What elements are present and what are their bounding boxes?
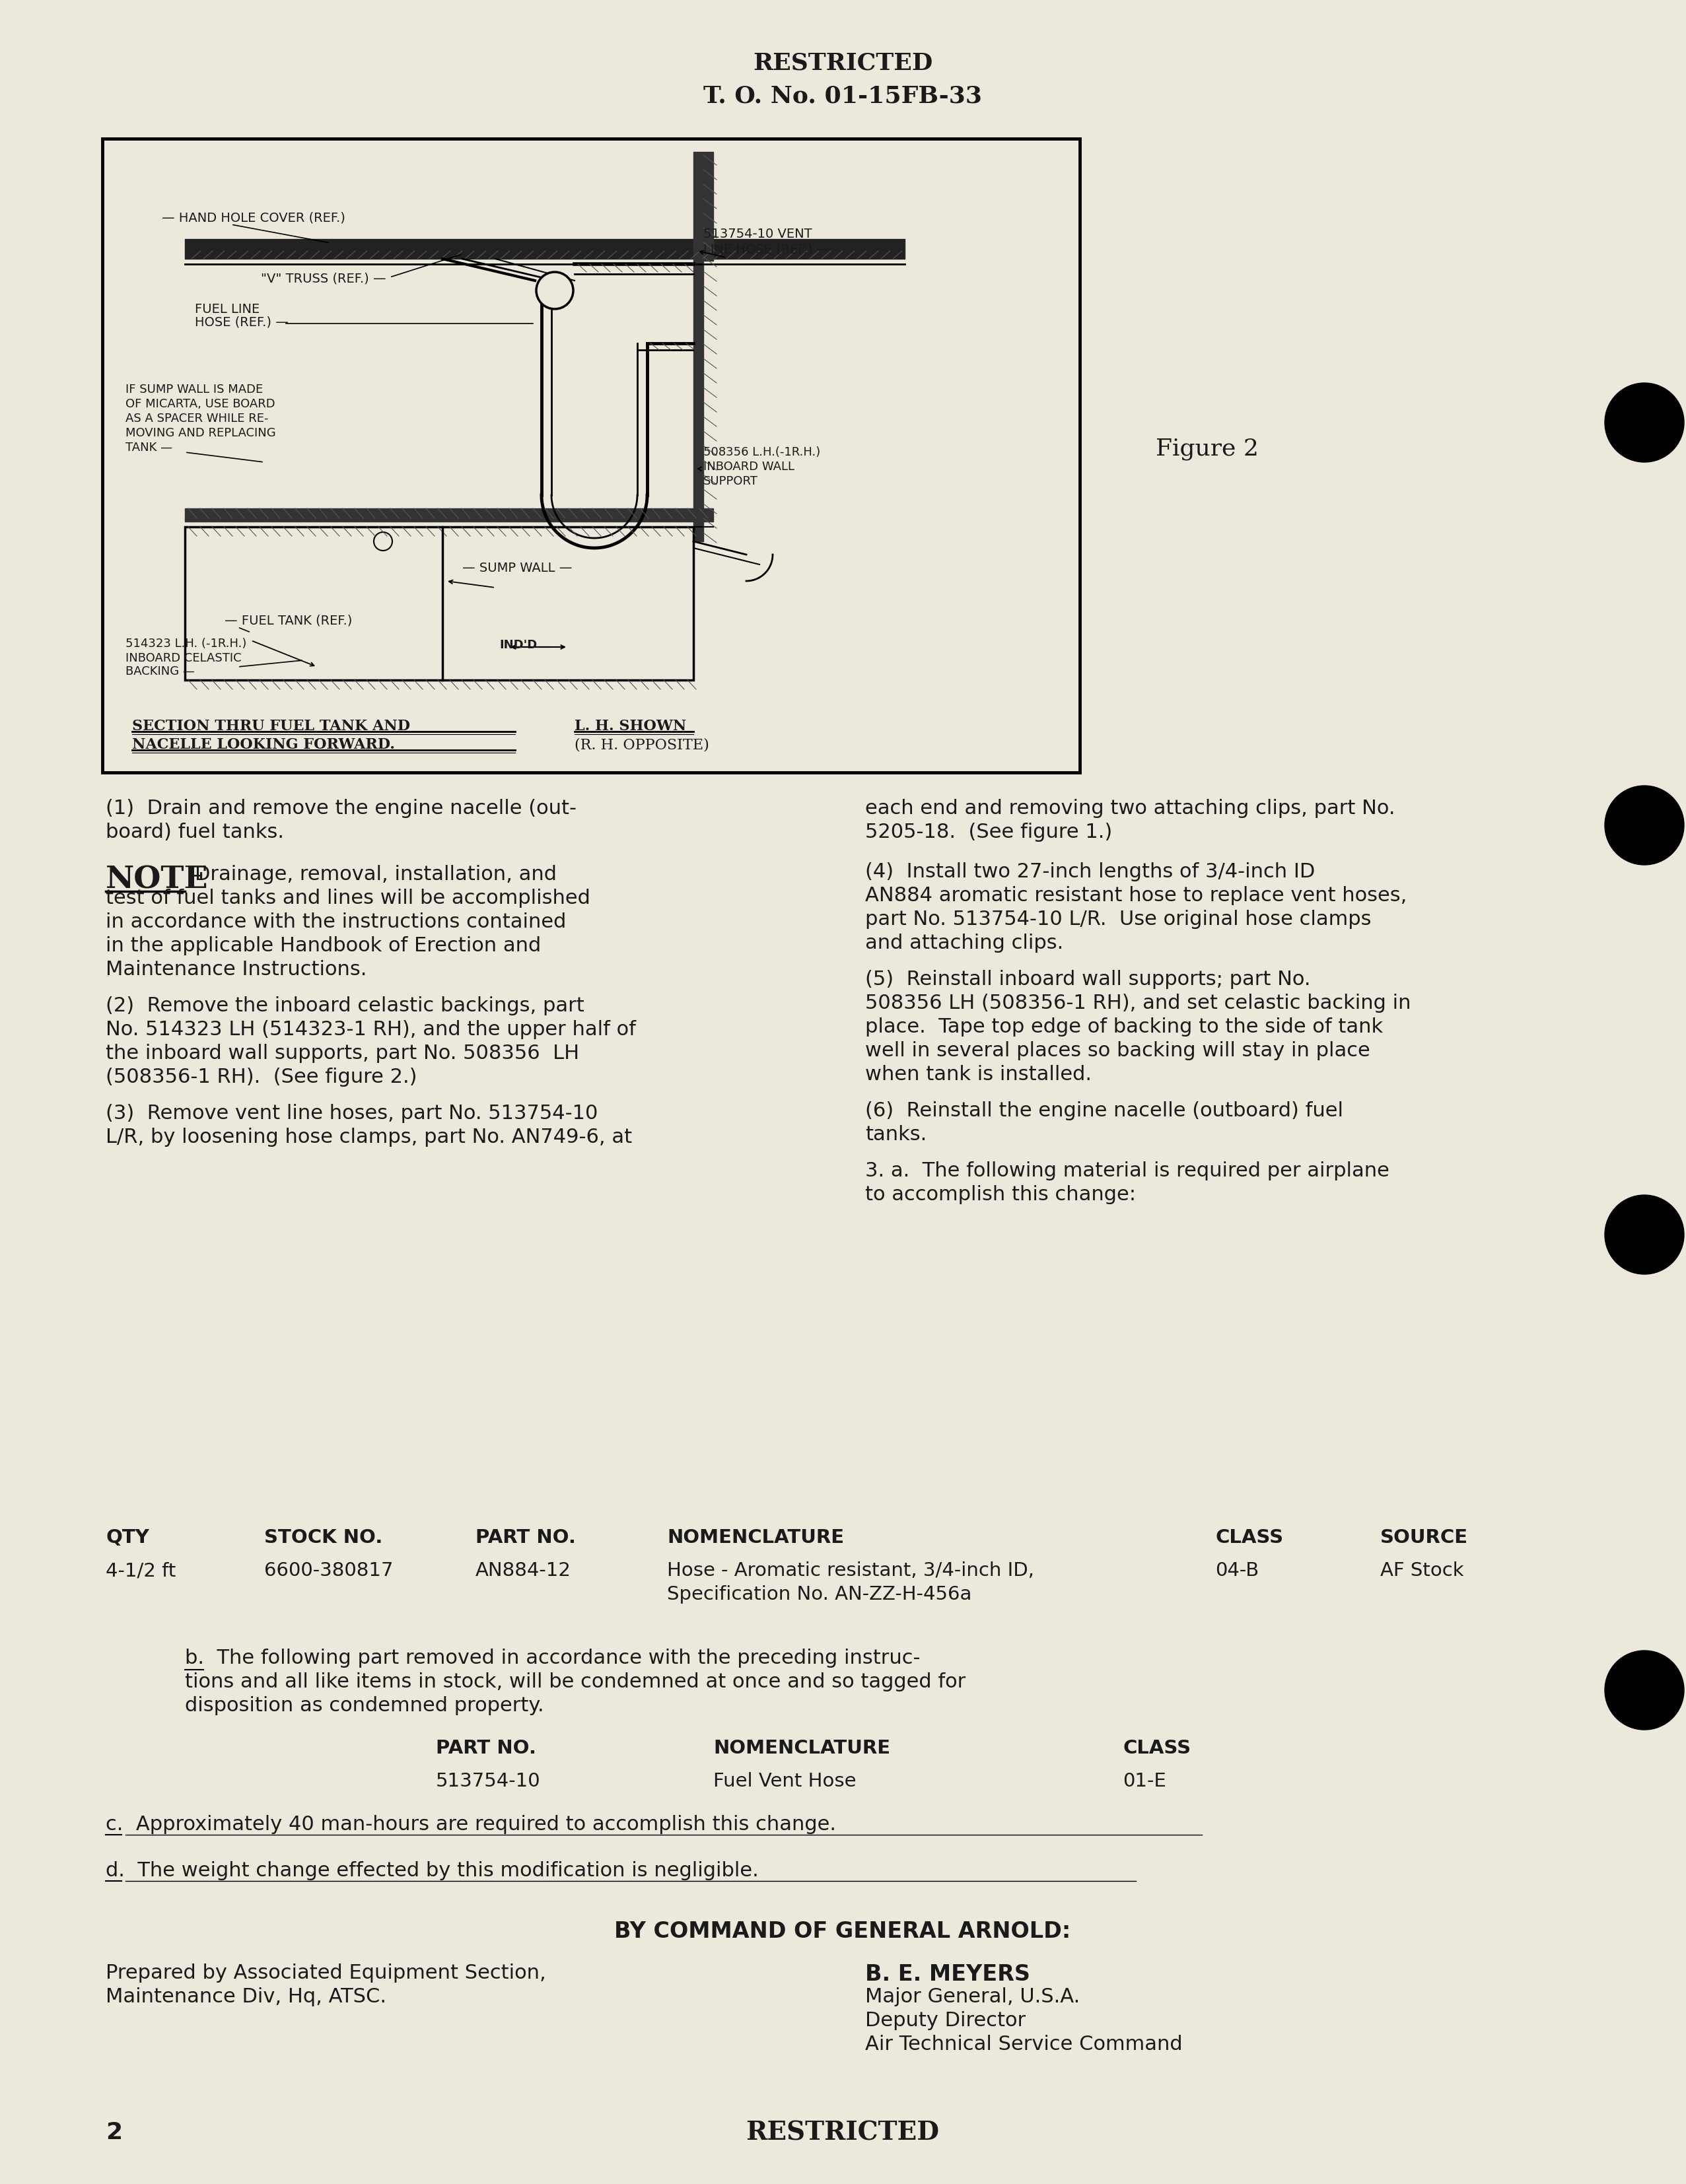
Text: board) fuel tanks.: board) fuel tanks. [106, 823, 283, 841]
Text: "V" TRUSS (REF.) —: "V" TRUSS (REF.) — [261, 273, 386, 284]
Text: QTY: QTY [106, 1529, 148, 1546]
Text: Prepared by Associated Equipment Section,: Prepared by Associated Equipment Section… [106, 1963, 546, 1983]
Text: PART NO.: PART NO. [437, 1738, 536, 1758]
Text: 4-1/2 ft: 4-1/2 ft [106, 1562, 175, 1579]
Text: RESTRICTED: RESTRICTED [745, 2121, 939, 2145]
Text: (3)  Remove vent line hoses, part No. 513754-10: (3) Remove vent line hoses, part No. 513… [106, 1103, 599, 1123]
Text: d.  The weight change effected by this modification is negligible.: d. The weight change effected by this mo… [106, 1861, 759, 1880]
Text: 508356 L.H.(-1R.H.): 508356 L.H.(-1R.H.) [703, 446, 821, 459]
Text: Figure 2: Figure 2 [1155, 437, 1259, 461]
Text: NACELLE LOOKING FORWARD.: NACELLE LOOKING FORWARD. [132, 738, 395, 751]
Text: IF SUMP WALL IS MADE: IF SUMP WALL IS MADE [125, 384, 263, 395]
Text: T. O. No. 01-15FB-33: T. O. No. 01-15FB-33 [703, 85, 981, 107]
Text: 6600-380817: 6600-380817 [265, 1562, 393, 1579]
Text: SECTION THRU FUEL TANK AND: SECTION THRU FUEL TANK AND [132, 719, 410, 734]
Text: Maintenance Div, Hq, ATSC.: Maintenance Div, Hq, ATSC. [106, 1987, 386, 2007]
Text: AN884-12: AN884-12 [475, 1562, 572, 1579]
Text: well in several places so backing will stay in place: well in several places so backing will s… [865, 1042, 1371, 1059]
Text: each end and removing two attaching clips, part No.: each end and removing two attaching clip… [865, 799, 1394, 819]
Text: Deputy Director: Deputy Director [865, 2011, 1025, 2031]
Circle shape [1605, 382, 1684, 463]
Text: AS A SPACER WHILE RE-: AS A SPACER WHILE RE- [125, 413, 268, 424]
Text: in accordance with the instructions contained: in accordance with the instructions cont… [106, 913, 566, 933]
Text: (1)  Drain and remove the engine nacelle (out-: (1) Drain and remove the engine nacelle … [106, 799, 577, 819]
Circle shape [1605, 786, 1684, 865]
Text: (4)  Install two 27-inch lengths of 3/4-inch ID: (4) Install two 27-inch lengths of 3/4-i… [865, 863, 1315, 882]
Text: PART NO.: PART NO. [475, 1529, 577, 1546]
Text: c.  Approximately 40 man-hours are required to accomplish this change.: c. Approximately 40 man-hours are requir… [106, 1815, 836, 1835]
Text: Major General, U.S.A.: Major General, U.S.A. [865, 1987, 1081, 2007]
Text: L. H. SHOWN: L. H. SHOWN [575, 719, 686, 734]
Text: when tank is installed.: when tank is installed. [865, 1066, 1091, 1083]
Text: L/R, by loosening hose clamps, part No. AN749-6, at: L/R, by loosening hose clamps, part No. … [106, 1127, 632, 1147]
Text: MOVING AND REPLACING: MOVING AND REPLACING [125, 428, 277, 439]
Text: (2)  Remove the inboard celastic backings, part: (2) Remove the inboard celastic backings… [106, 996, 585, 1016]
Text: SUPPORT: SUPPORT [703, 476, 759, 487]
Text: RESTRICTED: RESTRICTED [752, 52, 932, 74]
Text: (508356-1 RH).  (See figure 2.): (508356-1 RH). (See figure 2.) [106, 1068, 416, 1088]
Text: (5)  Reinstall inboard wall supports; part No.: (5) Reinstall inboard wall supports; par… [865, 970, 1310, 989]
Text: disposition as condemned property.: disposition as condemned property. [185, 1697, 545, 1714]
Text: — SUMP WALL —: — SUMP WALL — [462, 561, 572, 574]
Text: the inboard wall supports, part No. 508356  LH: the inboard wall supports, part No. 5083… [106, 1044, 580, 1064]
Circle shape [536, 273, 573, 308]
Bar [185, 526, 693, 679]
Text: CLASS: CLASS [1216, 1529, 1283, 1546]
Text: NOMENCLATURE: NOMENCLATURE [713, 1738, 890, 1758]
Bar [103, 138, 1079, 773]
Text: 5205-18.  (See figure 1.): 5205-18. (See figure 1.) [865, 823, 1113, 841]
Circle shape [1605, 1651, 1684, 1730]
Text: Specification No. AN-ZZ-H-456a: Specification No. AN-ZZ-H-456a [668, 1586, 971, 1603]
Text: IND'D: IND'D [499, 640, 538, 651]
Text: STOCK NO.: STOCK NO. [265, 1529, 383, 1546]
Text: BY COMMAND OF GENERAL ARNOLD:: BY COMMAND OF GENERAL ARNOLD: [614, 1920, 1071, 1942]
Text: B. E. MEYERS: B. E. MEYERS [865, 1963, 1030, 1985]
Text: — FUEL TANK (REF.): — FUEL TANK (REF.) [224, 614, 352, 627]
Text: TANK —: TANK — [125, 441, 172, 454]
Text: HOSE (REF.) —: HOSE (REF.) — [196, 317, 288, 328]
Text: b.  The following part removed in accordance with the preceding instruc-: b. The following part removed in accorda… [185, 1649, 921, 1669]
Text: 04-B: 04-B [1216, 1562, 1259, 1579]
Text: OF MICARTA, USE BOARD: OF MICARTA, USE BOARD [125, 397, 275, 411]
Text: CLASS: CLASS [1123, 1738, 1190, 1758]
Text: (R. H. OPPOSITE): (R. H. OPPOSITE) [575, 738, 710, 751]
Text: Air Technical Service Command: Air Technical Service Command [865, 2035, 1182, 2053]
Text: Drainage, removal, installation, and: Drainage, removal, installation, and [196, 865, 556, 885]
Text: BACKING —: BACKING — [125, 666, 196, 677]
Text: 01-E: 01-E [1123, 1771, 1167, 1791]
Text: NOMENCLATURE: NOMENCLATURE [668, 1529, 845, 1546]
Text: LINE HOSE (REF.) —: LINE HOSE (REF.) — [703, 242, 830, 256]
Text: Maintenance Instructions.: Maintenance Instructions. [106, 961, 368, 978]
Text: AF Stock: AF Stock [1381, 1562, 1463, 1579]
Text: 513754-10: 513754-10 [437, 1771, 541, 1791]
Text: test of fuel tanks and lines will be accomplished: test of fuel tanks and lines will be acc… [106, 889, 590, 909]
Text: part No. 513754-10 L/R.  Use original hose clamps: part No. 513754-10 L/R. Use original hos… [865, 911, 1371, 928]
Text: 2: 2 [106, 2121, 123, 2145]
Text: 514323 L.H. (-1R.H.): 514323 L.H. (-1R.H.) [125, 638, 246, 649]
Text: tanks.: tanks. [865, 1125, 927, 1144]
Text: tions and all like items in stock, will be condemned at once and so tagged for: tions and all like items in stock, will … [185, 1673, 966, 1690]
Text: FUEL LINE: FUEL LINE [196, 304, 260, 314]
Text: No. 514323 LH (514323-1 RH), and the upper half of: No. 514323 LH (514323-1 RH), and the upp… [106, 1020, 636, 1040]
Text: 513754-10 VENT: 513754-10 VENT [703, 227, 813, 240]
Text: AN884 aromatic resistant hose to replace vent hoses,: AN884 aromatic resistant hose to replace… [865, 887, 1406, 904]
Text: and attaching clips.: and attaching clips. [865, 933, 1064, 952]
Text: Hose - Aromatic resistant, 3/4-inch ID,: Hose - Aromatic resistant, 3/4-inch ID, [668, 1562, 1034, 1579]
Text: place.  Tape top edge of backing to the side of tank: place. Tape top edge of backing to the s… [865, 1018, 1383, 1037]
Text: 3. a.  The following material is required per airplane: 3. a. The following material is required… [865, 1162, 1389, 1182]
Text: in the applicable Handbook of Erection and: in the applicable Handbook of Erection a… [106, 937, 541, 954]
Text: to accomplish this change:: to accomplish this change: [865, 1186, 1136, 1203]
Text: NOTE: NOTE [106, 865, 209, 895]
Text: (6)  Reinstall the engine nacelle (outboard) fuel: (6) Reinstall the engine nacelle (outboa… [865, 1101, 1344, 1120]
Text: — HAND HOLE COVER (REF.): — HAND HOLE COVER (REF.) [162, 212, 346, 225]
Text: INBOARD CELASTIC: INBOARD CELASTIC [125, 653, 241, 664]
Circle shape [1605, 1195, 1684, 1273]
Text: 508356 LH (508356-1 RH), and set celastic backing in: 508356 LH (508356-1 RH), and set celasti… [865, 994, 1411, 1013]
Text: INBOARD WALL: INBOARD WALL [703, 461, 794, 472]
Text: Fuel Vent Hose: Fuel Vent Hose [713, 1771, 856, 1791]
Circle shape [374, 533, 393, 550]
Text: SOURCE: SOURCE [1381, 1529, 1469, 1546]
